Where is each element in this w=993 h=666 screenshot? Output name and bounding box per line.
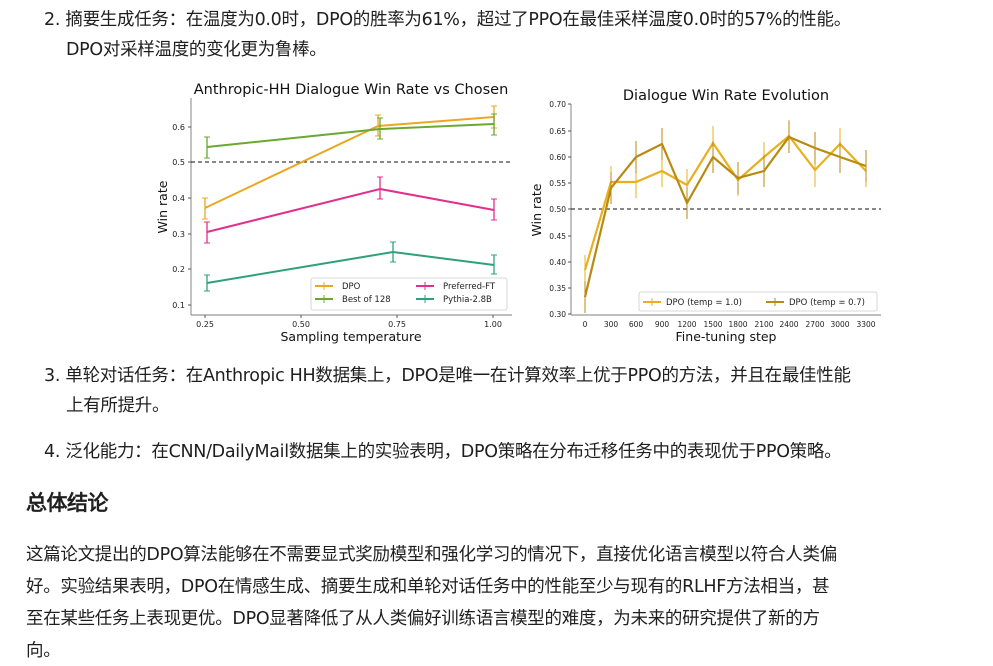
chart2-ylabel: Win rate xyxy=(529,183,544,236)
svg-text:0.50: 0.50 xyxy=(292,320,310,329)
list-item-2-cont: DPO对采样温度的变化更为鲁棒。 xyxy=(66,40,327,60)
list-number: 2. xyxy=(44,10,61,30)
chart1-title: Anthropic-HH Dialogue Win Rate vs Chosen xyxy=(194,82,509,98)
chart2-y-ticks: 0.70 0.65 0.60 0.55 0.50 0.45 0.40 0.35 … xyxy=(549,100,571,319)
svg-text:2100: 2100 xyxy=(754,320,773,329)
list-text: 摘要生成任务：在温度为0.0时，DPO的胜率为61%，超过了PPO在最佳采样温度… xyxy=(65,10,851,30)
svg-text:0.50: 0.50 xyxy=(549,205,566,214)
svg-text:0.40: 0.40 xyxy=(549,258,566,267)
list-item-4: 4. 泛化能力：在CNN/DailyMail数据集上的实验表明，DPO策略在分布… xyxy=(44,437,842,467)
legend-preferred-ft: Preferred-FT xyxy=(443,282,496,292)
svg-text:0.3: 0.3 xyxy=(172,230,185,239)
svg-text:300: 300 xyxy=(604,320,619,329)
conclusion-line-2: 好。实验结果表明，DPO在情感生成、摘要生成和单轮对话任务中的性能至少与现有的R… xyxy=(26,577,830,597)
list-item-3: 3. 单轮对话任务：在Anthropic HH数据集上，DPO是唯一在计算效率上… xyxy=(44,361,851,391)
chart2-x-ticks: 0 300 600 900 1200 1500 1800 2100 2400 2… xyxy=(583,320,876,329)
legend-dpo-temp-1-0: DPO (temp = 1.0) xyxy=(666,298,742,308)
series-dpo-temp-0-7 xyxy=(583,121,867,313)
series-preferred-ft xyxy=(204,176,497,244)
list-number: 3. xyxy=(44,366,61,386)
legend-dpo-temp-0-7: DPO (temp = 0.7) xyxy=(789,298,865,308)
list-number: 4. xyxy=(44,442,61,462)
svg-text:900: 900 xyxy=(655,320,670,329)
svg-text:0.4: 0.4 xyxy=(172,194,185,203)
chart1-ylabel: Win rate xyxy=(155,180,170,233)
svg-text:0.6: 0.6 xyxy=(172,123,185,132)
legend-dpo: DPO xyxy=(342,282,361,292)
conclusion-heading: 总体结论 xyxy=(26,491,109,515)
svg-text:0.2: 0.2 xyxy=(172,265,185,274)
svg-text:1800: 1800 xyxy=(728,320,747,329)
list-item-2: 2. 摘要生成任务：在温度为0.0时，DPO的胜率为61%，超过了PPO在最佳采… xyxy=(44,5,851,35)
list-item-3-cont: 上有所提升。 xyxy=(66,396,170,416)
svg-text:2400: 2400 xyxy=(779,320,798,329)
svg-text:0.70: 0.70 xyxy=(549,100,566,109)
svg-text:1200: 1200 xyxy=(677,320,696,329)
svg-text:0.45: 0.45 xyxy=(549,232,566,241)
chart-win-rate-evolution: Dialogue Win Rate Evolution 0.70 0.65 0.… xyxy=(529,88,881,344)
list-text: 泛化能力：在CNN/DailyMail数据集上的实验表明，DPO策略在分布迁移任… xyxy=(65,442,842,462)
chart1-x-ticks: 0.25 0.50 0.75 1.00 xyxy=(196,315,502,329)
svg-text:0.55: 0.55 xyxy=(549,179,566,188)
svg-text:3300: 3300 xyxy=(856,320,875,329)
conclusion-line-1: 这篇论文提出的DPO算法能够在不需要显式奖励模型和强化学习的情况下，直接优化语言… xyxy=(26,545,837,565)
chart1-xlabel: Sampling temperature xyxy=(280,329,421,344)
svg-text:0.35: 0.35 xyxy=(549,284,566,293)
series-best-of-128 xyxy=(204,113,497,159)
series-pythia xyxy=(204,241,497,292)
svg-text:1500: 1500 xyxy=(703,320,722,329)
list-text: 单轮对话任务：在Anthropic HH数据集上，DPO是唯一在计算效率上优于P… xyxy=(65,366,851,386)
chart1-legend: DPO Best of 128 Preferred-FT Pythia-2.8B xyxy=(310,277,508,311)
svg-text:0.5: 0.5 xyxy=(172,158,185,167)
chart2-title: Dialogue Win Rate Evolution xyxy=(623,88,829,104)
svg-text:0.75: 0.75 xyxy=(388,320,406,329)
svg-text:0.65: 0.65 xyxy=(549,127,566,136)
svg-text:3000: 3000 xyxy=(830,320,849,329)
svg-text:2700: 2700 xyxy=(805,320,824,329)
svg-text:0: 0 xyxy=(583,320,588,329)
conclusion-line-4: 向。 xyxy=(26,641,61,661)
svg-text:0.30: 0.30 xyxy=(549,310,566,319)
svg-text:0.1: 0.1 xyxy=(172,301,185,310)
series-dpo-temp-1-0 xyxy=(583,120,867,285)
chart2-xlabel: Fine-tuning step xyxy=(676,329,777,344)
chart2-legend: DPO (temp = 1.0) DPO (temp = 0.7) xyxy=(638,291,878,312)
svg-text:1.00: 1.00 xyxy=(484,320,502,329)
legend-pythia: Pythia-2.8B xyxy=(443,295,492,305)
svg-text:0.25: 0.25 xyxy=(196,320,214,329)
svg-text:0.60: 0.60 xyxy=(549,153,566,162)
chart-win-rate-vs-chosen: Anthropic-HH Dialogue Win Rate vs Chosen… xyxy=(155,82,512,344)
svg-text:600: 600 xyxy=(629,320,644,329)
legend-best-of-128: Best of 128 xyxy=(342,295,391,305)
chart1-y-ticks: 0.6 0.5 0.4 0.3 0.2 0.1 xyxy=(172,123,191,310)
conclusion-line-3: 至在某些任务上表现更优。DPO显著降低了从人类偏好训练语言模型的难度，为未来的研… xyxy=(26,609,820,629)
